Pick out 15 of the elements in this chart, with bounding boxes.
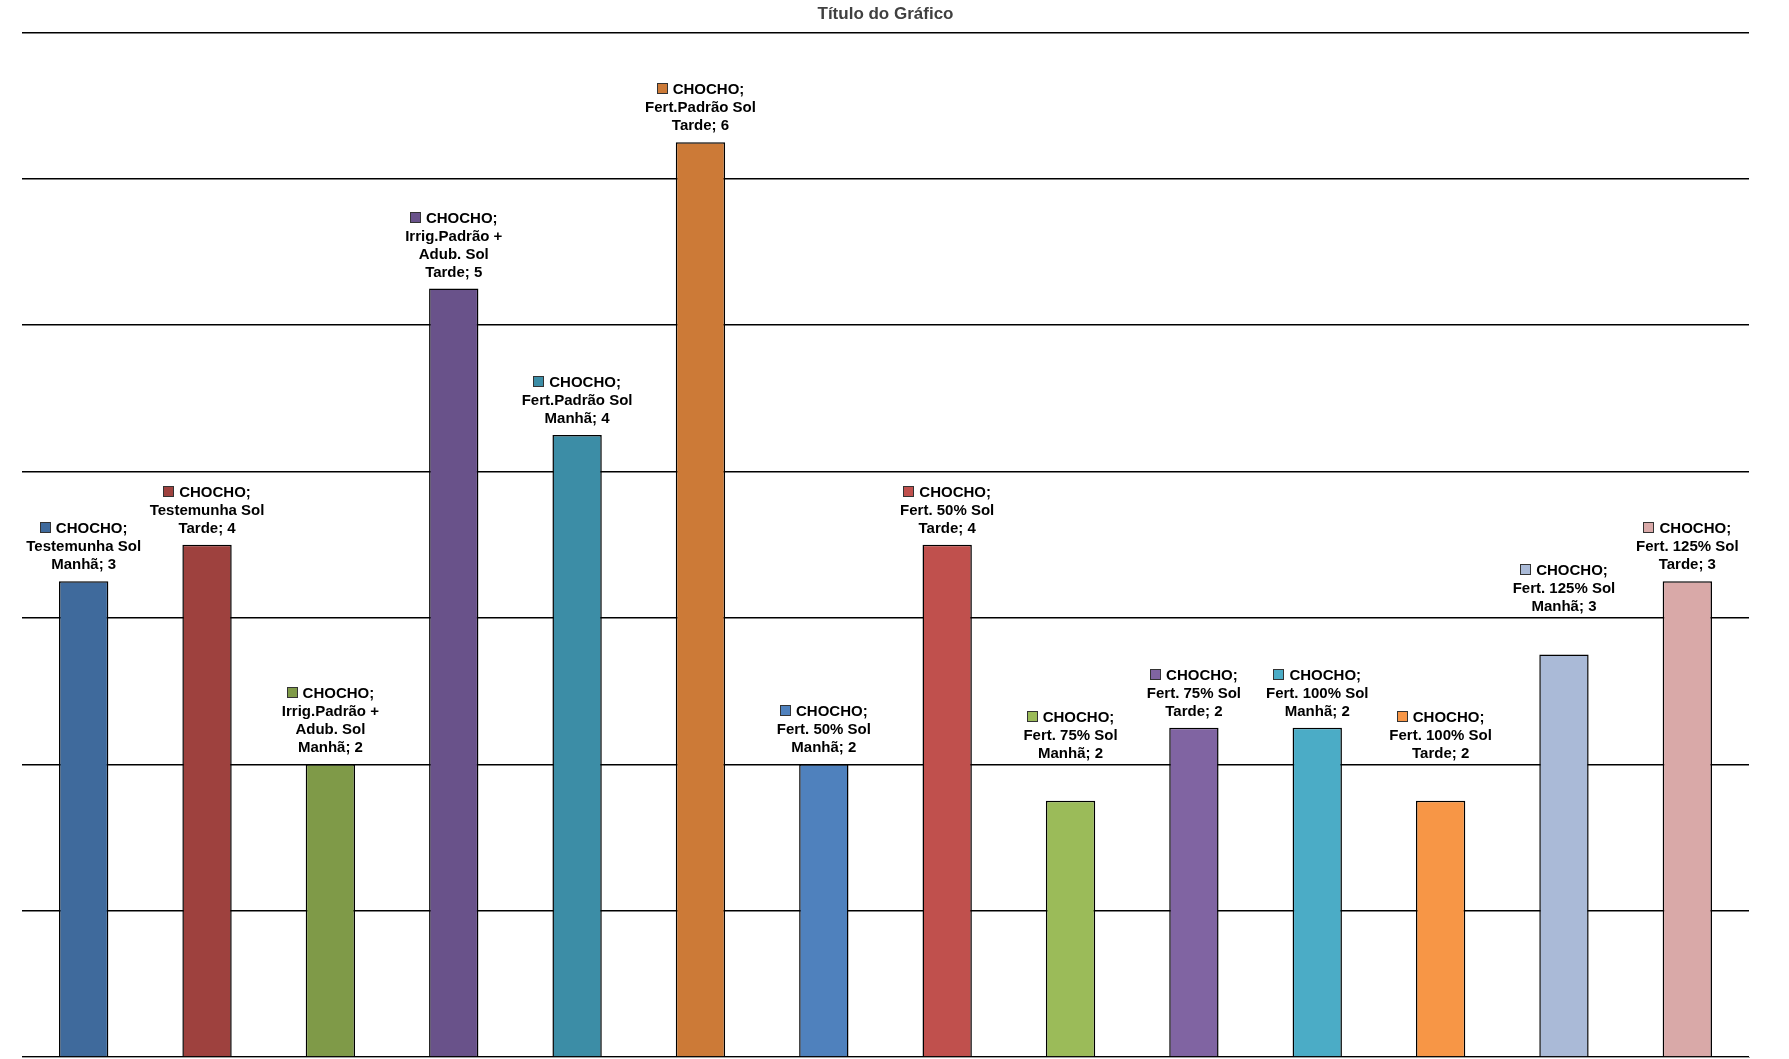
data-label: CHOCHO; Irrig.Padrão + Adub. Sol Tarde; 5	[405, 208, 503, 280]
data-label: CHOCHO; Fert.Padrão Sol Manhã; 4	[521, 372, 633, 426]
data-label: CHOCHO; Fert. 100% Sol Tarde; 2	[1389, 707, 1492, 761]
chart-title: Título do Gráfico	[817, 3, 954, 23]
data-label: CHOCHO; Testemunha Sol Tarde; 4	[149, 482, 265, 536]
data-label: CHOCHO; Fert. 50% Sol Tarde; 4	[900, 482, 995, 536]
data-label: CHOCHO; Fert. 75% Sol Tarde; 2	[1146, 665, 1241, 719]
data-label: CHOCHO; Testemunha Sol Manhã; 3	[26, 519, 142, 573]
data-label: CHOCHO; Fert. 125% Sol Manhã; 3	[1512, 561, 1616, 615]
data-label: CHOCHO; Irrig.Padrão + Adub. Sol Manhã; 2	[281, 684, 380, 756]
data-label: CHOCHO; Fert. 75% Sol Manhã; 2	[1023, 707, 1118, 761]
data-label: CHOCHO; Fert.Padrão Sol Tarde; 6	[645, 80, 756, 134]
data-label: CHOCHO; Fert. 100% Sol Manhã; 2	[1265, 665, 1369, 719]
data-label: CHOCHO; Fert. 125% Sol Tarde; 3	[1636, 519, 1739, 573]
data-label: CHOCHO; Fert. 50% Sol Manhã; 2	[776, 702, 871, 756]
